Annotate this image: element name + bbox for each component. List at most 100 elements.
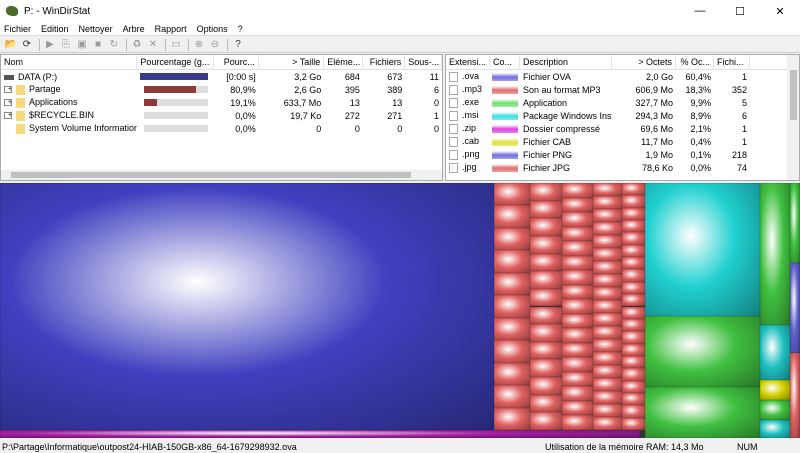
refresh-selected-icon[interactable]: ↻ xyxy=(109,39,119,50)
treemap-tile-mp3[interactable] xyxy=(530,412,562,430)
treemap-tile[interactable] xyxy=(790,183,800,263)
expand-icon[interactable]: + xyxy=(4,99,12,107)
treemap-tile-mp3[interactable] xyxy=(593,222,622,235)
explorer-icon[interactable]: ▣ xyxy=(77,39,87,50)
treemap[interactable] xyxy=(0,183,800,438)
column-header[interactable]: Pourc... xyxy=(214,55,259,70)
extension-row[interactable]: .ova Fichier OVA 2,0 Go 60,4% 1 xyxy=(446,70,799,83)
treemap-tile-mp3[interactable] xyxy=(593,287,622,300)
extension-row[interactable]: .msi Package Windows Installer 294,3 Mo 8,9… xyxy=(446,109,799,122)
minimize-button[interactable]: — xyxy=(694,5,706,17)
treemap-tile-mp3[interactable] xyxy=(593,378,622,391)
treemap-tile-mp3[interactable] xyxy=(562,270,593,285)
treemap-tile-mp3[interactable] xyxy=(622,417,645,430)
tree-row[interactable]: + Applications 19,1% 633,7 Mo 13 13 0 xyxy=(1,96,442,109)
treemap-tile-mp3[interactable] xyxy=(530,359,562,378)
extension-row[interactable]: .jpg Fichier JPG 78,6 Ko 0,0% 74 xyxy=(446,161,799,174)
column-header[interactable]: Sous-... xyxy=(405,55,442,70)
tree-row[interactable]: + Partage 80,9% 2,6 Go 395 389 6 xyxy=(1,83,442,96)
treemap-tile-mp3[interactable] xyxy=(530,377,562,395)
treemap-tile-mp3[interactable] xyxy=(593,261,622,274)
treemap-tile-mp3[interactable] xyxy=(593,248,622,261)
extension-row[interactable]: .exe Application 327,7 Mo 9,9% 5 xyxy=(446,96,799,109)
treemap-tile-mp3[interactable] xyxy=(530,271,562,289)
treemap-tile-mp3[interactable] xyxy=(593,417,622,430)
close-button[interactable]: ✕ xyxy=(775,5,785,18)
zoom-in-icon[interactable]: ⊕ xyxy=(194,39,204,50)
treemap-tile-mp3[interactable] xyxy=(593,235,622,248)
treemap-tile-mp3[interactable] xyxy=(622,343,645,356)
menu-edition[interactable]: Edition xyxy=(41,23,69,34)
treemap-tile-mp3[interactable] xyxy=(622,220,645,233)
extension-row[interactable]: .png Fichier PNG 1,9 Mo 0,1% 218 xyxy=(446,148,799,161)
treemap-tile-mp3[interactable] xyxy=(494,183,530,206)
column-header[interactable]: Fichi... xyxy=(714,55,750,70)
column-header[interactable]: Pourcentage (g... xyxy=(137,55,215,70)
treemap-tile-mp3[interactable] xyxy=(530,253,562,272)
treemap-tile-mp3[interactable] xyxy=(494,227,530,251)
treemap-tile-mp3[interactable] xyxy=(562,313,593,329)
open-folder-icon[interactable]: 📂 xyxy=(4,39,18,50)
treemap-tile-mp3[interactable] xyxy=(530,324,562,342)
treemap-tile-mp3[interactable] xyxy=(593,365,622,378)
column-header[interactable]: Eléme... xyxy=(324,55,363,70)
treemap-tile-mp3[interactable] xyxy=(530,183,562,201)
treemap-tile-mp3[interactable] xyxy=(622,318,645,332)
treemap-tile-exe[interactable] xyxy=(760,400,790,420)
treemap-tile-mp3[interactable] xyxy=(530,235,562,254)
treemap-tile-mp3[interactable] xyxy=(494,317,530,341)
treemap-tile-mp3[interactable] xyxy=(494,385,530,408)
treemap-tile-mp3[interactable] xyxy=(622,207,645,221)
treemap-tile-mp3[interactable] xyxy=(562,328,593,343)
treemap-tile-zip[interactable] xyxy=(0,430,640,438)
zoom-out-icon[interactable]: ⊖ xyxy=(210,39,220,50)
treemap-tile-mp3[interactable] xyxy=(562,386,593,401)
treemap-tile-mp3[interactable] xyxy=(622,405,645,418)
treemap-tile-mp3[interactable] xyxy=(530,200,562,219)
play-icon[interactable]: ▶ xyxy=(46,39,54,50)
treemap-tile-msi[interactable] xyxy=(760,325,790,380)
treemap-tile-mp3[interactable] xyxy=(562,241,593,256)
treemap-tile-mp3[interactable] xyxy=(562,357,593,372)
treemap-tile-mp3[interactable] xyxy=(562,226,593,242)
menu-nettoyer[interactable]: Nettoyer xyxy=(78,23,113,34)
new-folder-icon[interactable]: ▭ xyxy=(171,39,181,50)
treemap-tile-mp3[interactable] xyxy=(562,299,593,314)
treemap-tile-mp3[interactable] xyxy=(494,340,530,363)
refresh-icon[interactable]: ⟳ xyxy=(22,39,32,50)
treemap-tile-mp3[interactable] xyxy=(622,294,645,307)
treemap-tile-mp3[interactable] xyxy=(622,331,645,344)
treemap-tile-mp3[interactable] xyxy=(494,205,530,228)
column-header[interactable]: Co... xyxy=(490,55,520,70)
treemap-tile[interactable] xyxy=(790,353,800,438)
horizontal-scrollbar[interactable] xyxy=(1,170,442,180)
treemap-tile-mp3[interactable] xyxy=(622,306,645,319)
command-prompt-icon[interactable]: ■ xyxy=(94,39,102,50)
treemap-tile-mp3[interactable] xyxy=(530,341,562,360)
treemap-tile-mp3[interactable] xyxy=(593,209,622,222)
treemap-tile-mp3[interactable] xyxy=(593,313,622,326)
extension-row[interactable]: .cab Fichier CAB 11,7 Mo 0,4% 1 xyxy=(446,135,799,148)
treemap-tile-mp3[interactable] xyxy=(530,306,562,325)
treemap-tile-mp3[interactable] xyxy=(593,326,622,339)
menu-help[interactable]: ? xyxy=(237,23,243,34)
treemap-tile-mp3[interactable] xyxy=(494,407,530,430)
treemap-tile-mp3[interactable] xyxy=(622,380,645,393)
treemap-tile-mp3[interactable] xyxy=(622,195,645,208)
tree-row[interactable]: + $RECYCLE.BIN 0,0% 19,7 Ko 272 271 1 xyxy=(1,109,442,122)
treemap-tile-msi[interactable] xyxy=(645,183,760,316)
treemap-tile-mp3[interactable] xyxy=(562,400,593,416)
extension-row[interactable]: .zip Dossier compressé 69,6 Mo 2,1% 1 xyxy=(446,122,799,135)
treemap-tile-mp3[interactable] xyxy=(622,232,645,245)
treemap-tile-cab[interactable] xyxy=(760,380,790,400)
copy-icon[interactable]: ⎘ xyxy=(62,39,70,50)
treemap-tile[interactable] xyxy=(790,263,800,353)
menu-fichier[interactable]: Fichier xyxy=(4,23,32,34)
treemap-tile-mp3[interactable] xyxy=(494,362,530,386)
column-header[interactable]: Extensi... xyxy=(446,55,490,70)
treemap-tile-ova[interactable] xyxy=(0,183,494,430)
menu-rapport[interactable]: Rapport xyxy=(154,23,187,34)
treemap-tile-mp3[interactable] xyxy=(622,269,645,282)
treemap-tile-mp3[interactable] xyxy=(593,274,622,287)
menu-options[interactable]: Options xyxy=(196,23,228,34)
